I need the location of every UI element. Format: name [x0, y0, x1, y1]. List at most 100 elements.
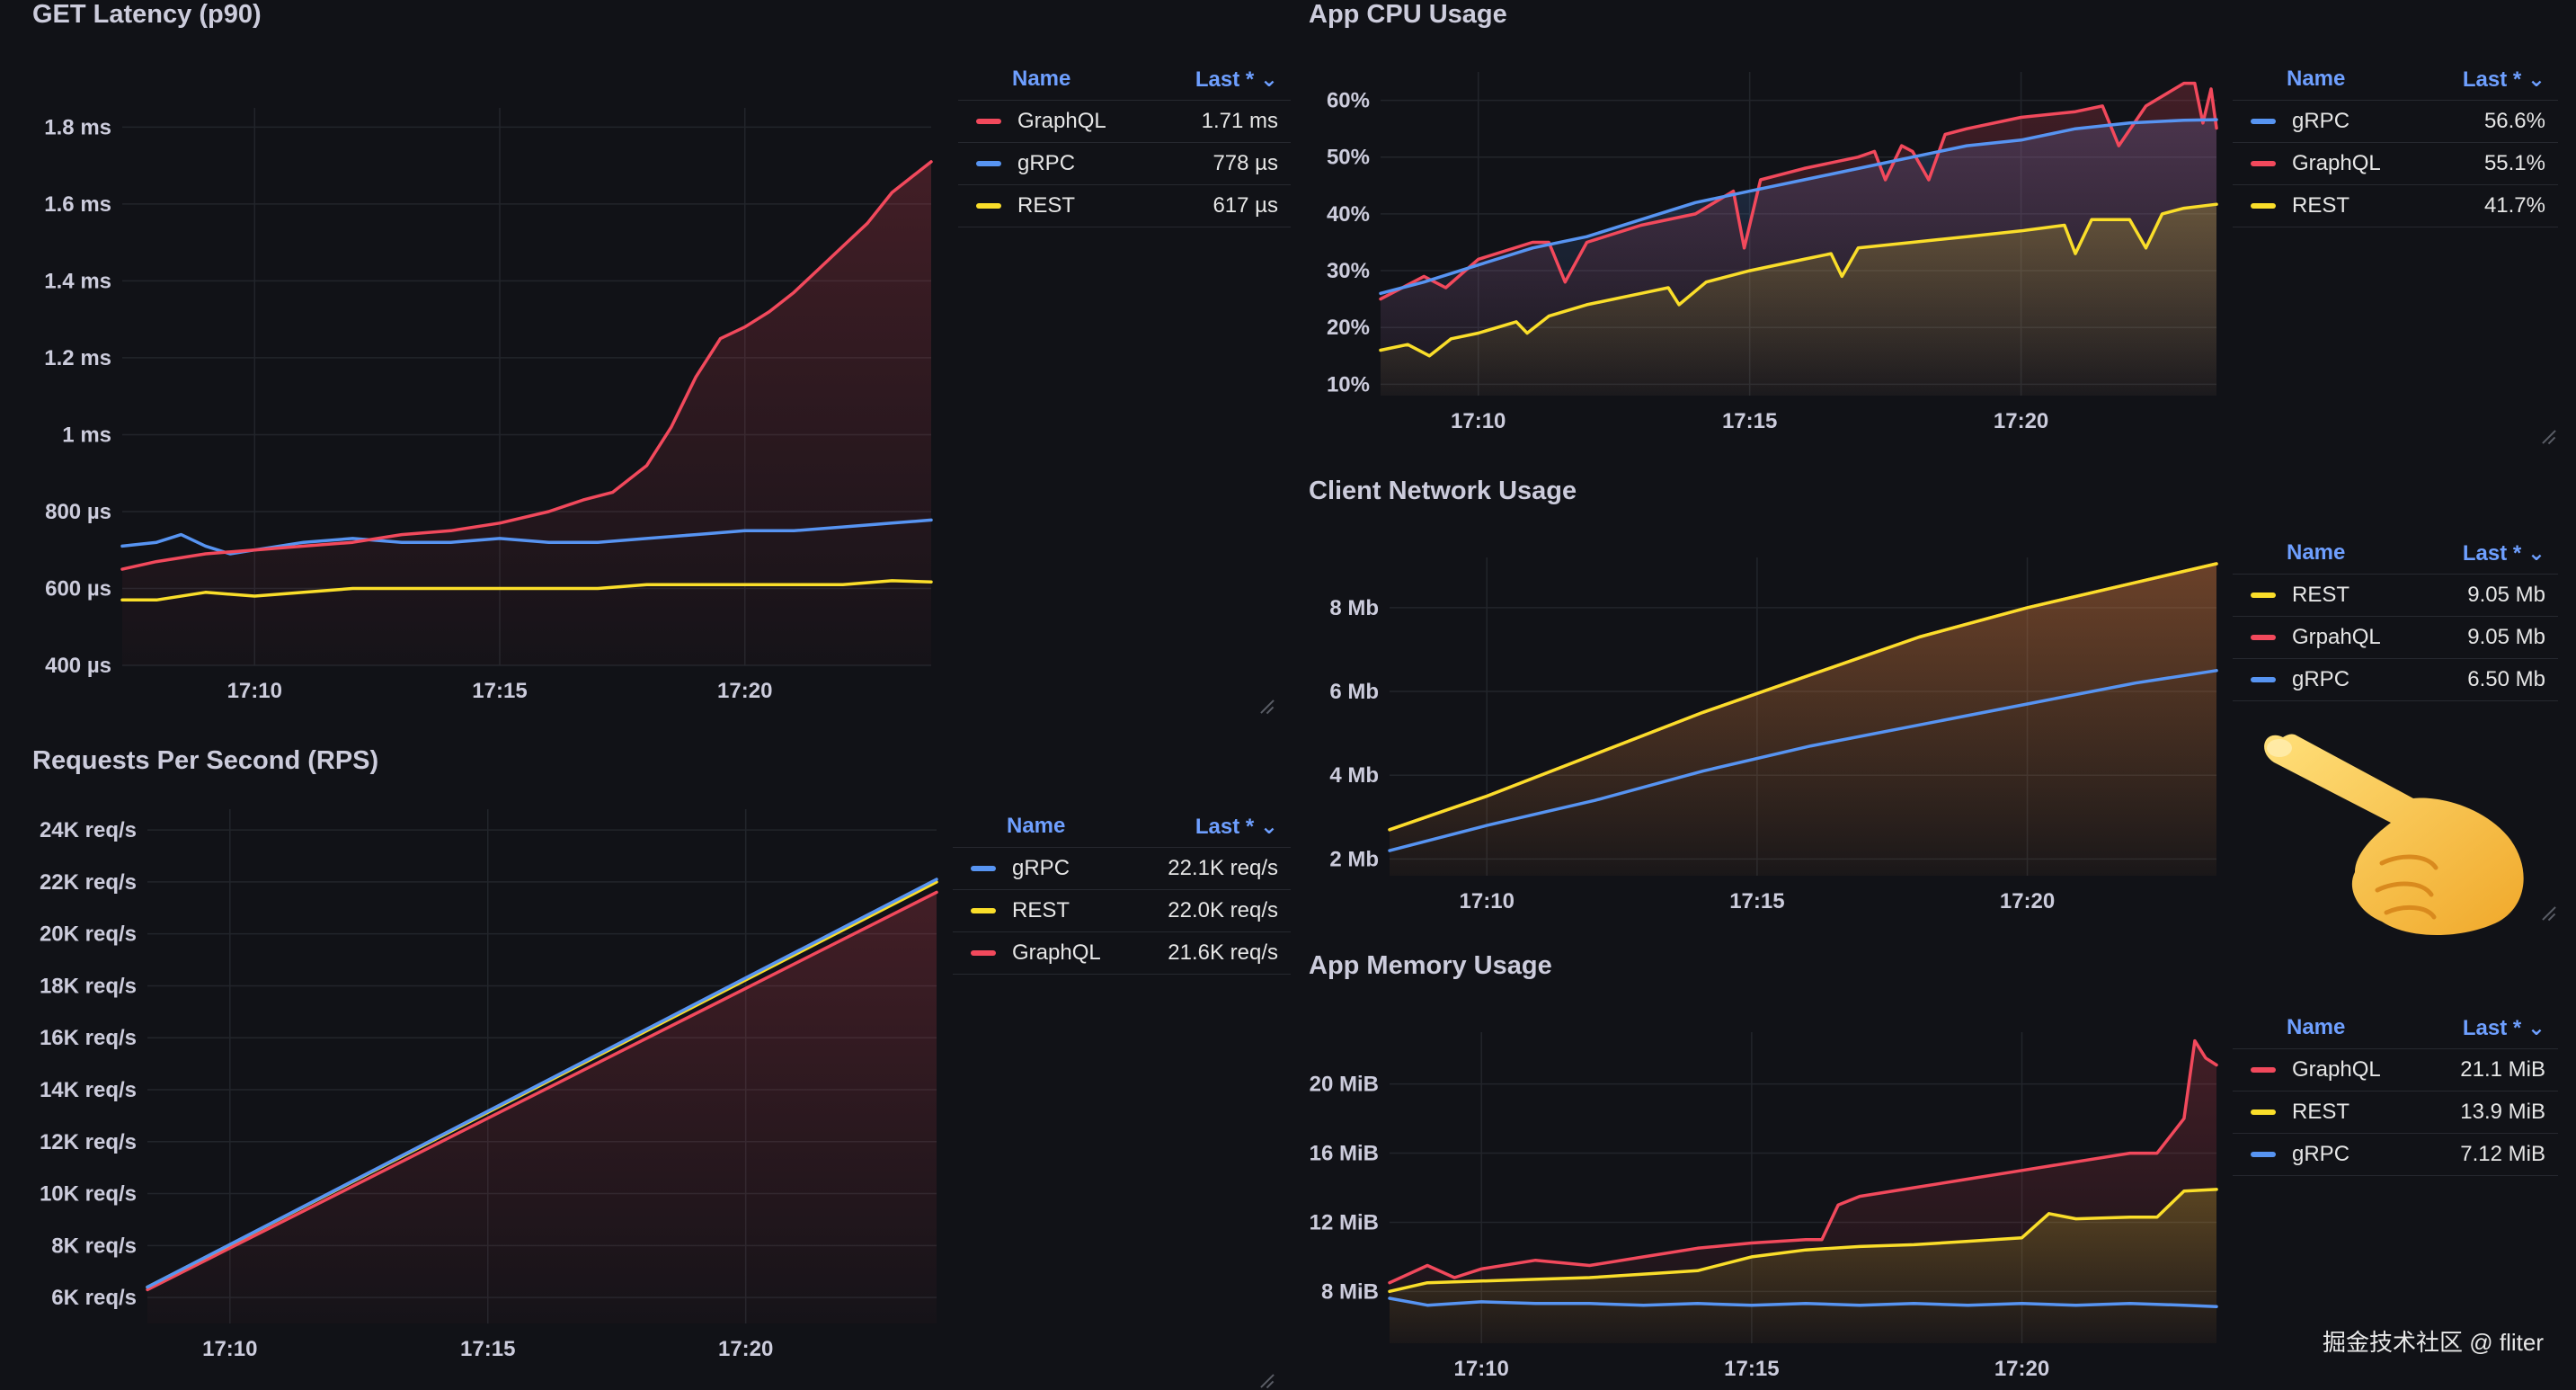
cpu-panel: App CPU Usage 10% 20% 30% 40% 50% 60% 17:10 17:…	[1309, 0, 2558, 450]
legend-header: Name Last * ⌄	[2233, 1007, 2558, 1048]
legend-last-header[interactable]: Last * ⌄	[1195, 814, 1278, 839]
legend-name-header[interactable]: Name	[2287, 67, 2346, 91]
legend-series-name: GraphQL	[1017, 109, 1106, 133]
legend-row-rest[interactable]: REST 617 µs	[958, 184, 1291, 227]
legend-series-name: gRPC	[1012, 856, 1070, 880]
x-tick-label: 17:15	[472, 679, 527, 703]
x-tick-label: 17:10	[202, 1337, 257, 1361]
y-tick-label: 12 MiB	[1310, 1210, 1379, 1234]
latency-legend: Name Last * ⌄ GraphQL 1.71 ms gRPC 778 µs REST…	[958, 58, 1291, 227]
legend-last-header[interactable]: Last * ⌄	[2462, 540, 2545, 566]
legend-series-name: REST	[2292, 583, 2350, 607]
series-line-grpc[interactable]	[120, 518, 933, 556]
y-tick-label: 8 Mb	[1329, 596, 1379, 620]
y-tick-label: 30%	[1327, 259, 1370, 283]
series-area-rest	[1381, 204, 2216, 396]
y-tick-label: 10%	[1327, 372, 1370, 397]
network-panel: Client Network Usage 2 Mb 4 Mb 6 Mb 8 Mb 17:…	[1309, 477, 2558, 926]
legend-row-graphql[interactable]: GraphQL 55.1%	[2233, 142, 2558, 184]
latency-resize-handle[interactable]	[1258, 699, 1273, 714]
legend-series-name: REST	[2292, 193, 2350, 218]
legend-row-grpc[interactable]: gRPC 778 µs	[958, 142, 1291, 184]
rps-panel-title: Requests Per Second (RPS)	[32, 746, 379, 775]
y-tick-label: 40%	[1327, 202, 1370, 227]
legend-row-rest[interactable]: REST 9.05 Mb	[2233, 574, 2558, 616]
series-area-graphql	[147, 892, 937, 1323]
legend-row-grpc[interactable]: gRPC 22.1K req/s	[953, 847, 1291, 889]
cpu-resize-handle[interactable]	[2540, 430, 2554, 444]
x-tick-label: 17:15	[460, 1337, 515, 1361]
series-line-graphql[interactable]	[1388, 1038, 2218, 1285]
legend-row-rest[interactable]: REST 22.0K req/s	[953, 889, 1291, 931]
legend-row-rest[interactable]: REST 13.9 MiB	[2233, 1091, 2558, 1133]
y-tick-label: 1.6 ms	[44, 192, 111, 217]
y-tick-label: 20K req/s	[40, 922, 137, 947]
rps-resize-handle[interactable]	[1258, 1374, 1273, 1388]
legend-row-grpc[interactable]: gRPC 7.12 MiB	[2233, 1133, 2558, 1176]
legend-row-graphql[interactable]: GraphQL 21.1 MiB	[2233, 1048, 2558, 1091]
series-line-grpc[interactable]	[146, 878, 938, 1289]
network-resize-handle[interactable]	[2540, 906, 2554, 921]
legend-name-header[interactable]: Name	[2287, 540, 2346, 565]
legend-name-header[interactable]: Name	[1007, 814, 1066, 838]
legend-name-header[interactable]: Name	[2287, 1015, 2346, 1039]
legend-last-header[interactable]: Last * ⌄	[2462, 1015, 2545, 1040]
legend-row-grpahql[interactable]: GrpahQL 9.05 Mb	[2233, 616, 2558, 658]
legend-row-graphql[interactable]: GraphQL 1.71 ms	[958, 100, 1291, 142]
series-line-rest[interactable]	[1379, 202, 2218, 358]
y-tick-label: 6K req/s	[51, 1286, 137, 1310]
memory-legend: Name Last * ⌄ GraphQL 21.1 MiB REST 13.9 MiB g…	[2233, 1007, 2558, 1176]
legend-name-header[interactable]: Name	[1012, 67, 1071, 91]
legend-header: Name Last * ⌄	[2233, 532, 2558, 574]
legend-row-graphql[interactable]: GraphQL 21.6K req/s	[953, 931, 1291, 975]
legend-row-grpc[interactable]: gRPC 56.6%	[2233, 100, 2558, 142]
legend-series-value: 21.1 MiB	[2460, 1057, 2545, 1082]
series-line-grpc[interactable]	[1379, 118, 2218, 296]
legend-series-value: 22.0K req/s	[1168, 898, 1278, 922]
cpu-legend: Name Last * ⌄ gRPC 56.6% GraphQL 55.1% REST 41.…	[2233, 58, 2558, 227]
legend-swatch	[2251, 119, 2276, 124]
legend-series-value: 56.6%	[2483, 109, 2545, 133]
legend-swatch	[2251, 677, 2276, 682]
legend-row-grpc[interactable]: gRPC 6.50 Mb	[2233, 658, 2558, 701]
legend-series-value: 22.1K req/s	[1168, 856, 1278, 880]
legend-swatch	[2251, 593, 2276, 598]
rps-legend: Name Last * ⌄ gRPC 22.1K req/s REST 22.0K req…	[953, 806, 1291, 975]
series-line-rest[interactable]	[120, 579, 933, 602]
x-tick-label: 17:15	[1724, 1357, 1779, 1381]
y-tick-label: 16 MiB	[1310, 1142, 1379, 1166]
legend-series-value: 9.05 Mb	[2467, 625, 2545, 649]
legend-row-rest[interactable]: REST 41.7%	[2233, 184, 2558, 227]
legend-swatch	[976, 161, 1001, 166]
y-tick-label: 60%	[1327, 89, 1370, 113]
series-line-grpc[interactable]	[1388, 669, 2218, 852]
series-line-grpc[interactable]	[1388, 1296, 2218, 1308]
cpu-chart: 10% 20% 30% 40% 50% 60% 17:10 17:15 17:20	[1327, 72, 2218, 433]
series-line-graphql[interactable]	[1379, 81, 2218, 301]
series-line-graphql[interactable]	[146, 890, 938, 1292]
y-tick-label: 8 MiB	[1321, 1279, 1379, 1304]
legend-series-value: 6.50 Mb	[2467, 667, 2545, 691]
legend-last-header[interactable]: Last * ⌄	[1195, 67, 1278, 92]
series-line-rest[interactable]	[1388, 562, 2218, 832]
series-area-graphql	[122, 161, 931, 665]
legend-swatch	[2251, 1152, 2276, 1157]
legend-header: Name Last * ⌄	[958, 58, 1291, 100]
legend-series-value: 55.1%	[2483, 151, 2545, 175]
series-line-rest[interactable]	[1388, 1188, 2218, 1294]
legend-swatch	[971, 866, 996, 871]
latency-panel-title: GET Latency (p90)	[32, 0, 262, 29]
memory-panel: App Memory Usage 8 MiB 12 MiB 16 MiB 20 MiB…	[1309, 951, 2558, 1390]
legend-swatch	[2251, 635, 2276, 640]
legend-last-header[interactable]: Last * ⌄	[2462, 67, 2545, 92]
memory-panel-title: App Memory Usage	[1309, 951, 1552, 980]
x-tick-label: 17:10	[1460, 889, 1515, 913]
y-tick-label: 10K req/s	[40, 1182, 137, 1207]
rps-panel: Requests Per Second (RPS) 6K req/s 8K req…	[32, 746, 1291, 1390]
x-tick-label: 17:20	[2000, 889, 2055, 913]
series-line-graphql[interactable]	[120, 160, 933, 571]
x-tick-label: 17:10	[1454, 1357, 1509, 1381]
y-tick-label: 600 µs	[45, 576, 111, 601]
legend-series-value: 21.6K req/s	[1168, 940, 1278, 965]
rps-chart: 6K req/s 8K req/s 10K req/s 12K req/s 14K re…	[40, 809, 938, 1361]
